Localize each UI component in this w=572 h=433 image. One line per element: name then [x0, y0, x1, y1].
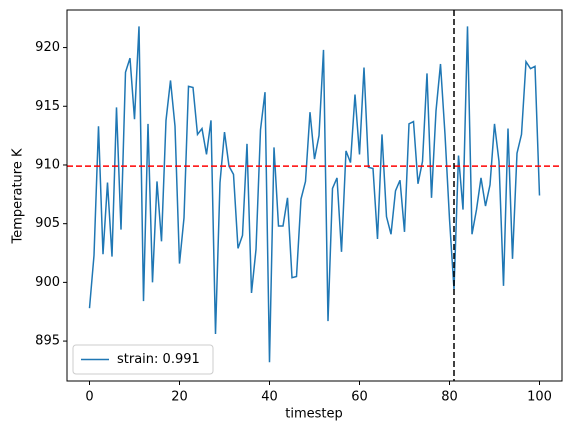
data-line: [88, 26, 541, 363]
y-axis-label: Temperature K: [11, 148, 26, 244]
x-tick-label: 80: [441, 390, 458, 405]
y-tick-label: 895: [35, 334, 60, 349]
y-tick-label: 915: [35, 99, 60, 114]
x-tick-label: 0: [85, 390, 93, 405]
y-tick-label: 910: [35, 157, 60, 172]
legend-box: [72, 344, 214, 375]
y-tick-label: 905: [35, 216, 60, 231]
x-tick-label: 20: [171, 390, 188, 405]
plot-frame: [66, 9, 563, 382]
y-tick-label: 920: [35, 40, 60, 55]
x-tick-label: 100: [527, 390, 552, 405]
legend-label: strain: 0.991: [117, 352, 200, 367]
x-axis-label: timestep: [285, 407, 343, 422]
y-tick-label: 900: [35, 275, 60, 290]
x-tick-label: 40: [261, 390, 278, 405]
x-tick-label: 60: [351, 390, 368, 405]
